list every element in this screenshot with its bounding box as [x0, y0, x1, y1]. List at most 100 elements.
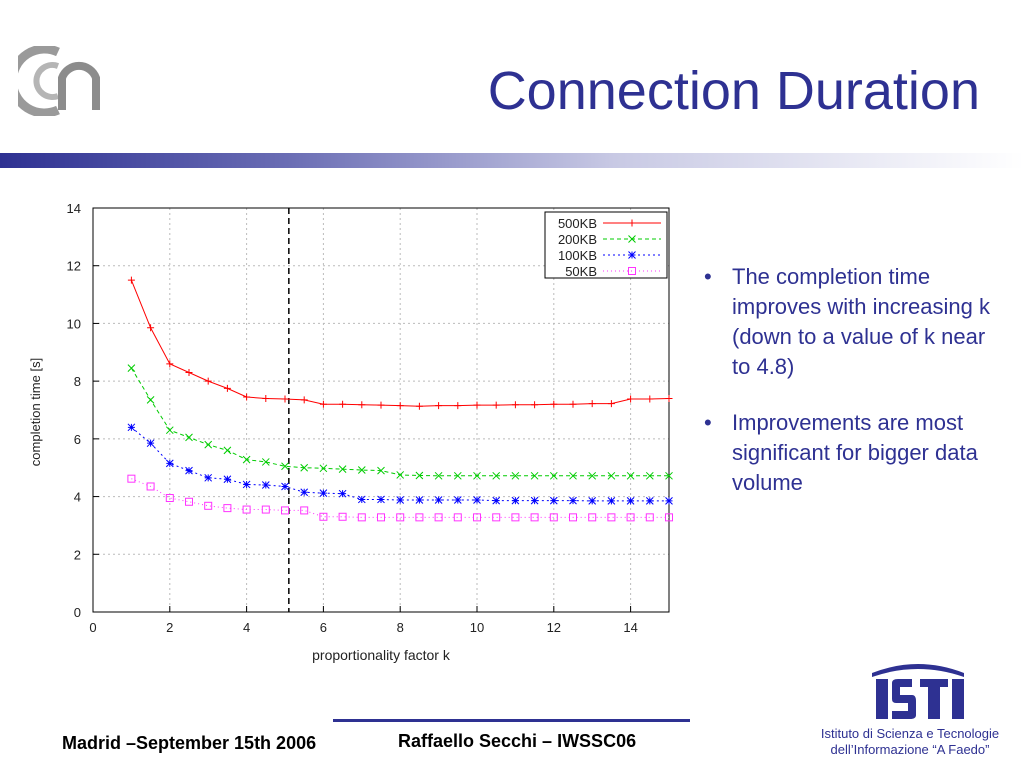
data-point — [628, 267, 636, 275]
footer-date: Madrid –September 15th 2006 — [62, 733, 317, 753]
data-point — [511, 513, 520, 522]
data-point — [185, 433, 193, 442]
data-point — [261, 481, 270, 489]
series-100KB — [127, 423, 673, 505]
x-tick-label: 14 — [623, 620, 637, 635]
data-point — [415, 402, 423, 410]
data-point — [319, 400, 327, 408]
bullet-dot: • — [704, 410, 712, 435]
y-tick-label: 12 — [67, 259, 81, 274]
data-point — [204, 473, 213, 482]
data-point — [645, 497, 654, 505]
data-point — [377, 495, 385, 504]
data-point — [166, 360, 174, 368]
data-point — [473, 401, 481, 409]
bullet-text: The completion time improves with increa… — [732, 264, 990, 379]
data-point — [223, 446, 232, 455]
data-point — [127, 364, 136, 373]
data-point — [396, 513, 405, 522]
data-point — [588, 513, 597, 522]
series-50KB — [127, 474, 673, 522]
data-point — [300, 463, 309, 472]
line-chart: 0 2 4 6 8 10 12 14 0 2 4 6 8 10 12 14 500KB200KB100KB50… — [28, 201, 673, 663]
data-point — [492, 401, 500, 409]
data-point — [165, 426, 174, 435]
data-point — [453, 513, 462, 522]
data-point — [549, 471, 558, 480]
series — [127, 276, 673, 522]
bullet-text: Improvements are most significant for bi… — [732, 410, 978, 495]
data-point — [146, 482, 155, 491]
data-point — [147, 324, 155, 332]
data-point — [146, 439, 155, 448]
data-point — [434, 513, 443, 522]
series-500KB — [127, 276, 673, 410]
data-point — [628, 235, 636, 243]
data-point — [607, 497, 616, 505]
legend-label: 50KB — [565, 264, 597, 279]
footer-rule — [333, 719, 690, 722]
data-point — [530, 496, 539, 505]
data-point — [530, 513, 539, 522]
x-tick-label: 8 — [397, 620, 404, 635]
data-point — [454, 402, 462, 410]
data-point — [223, 384, 231, 392]
data-point — [377, 466, 385, 475]
data-point — [588, 471, 597, 480]
data-point — [492, 513, 501, 522]
data-point — [473, 496, 481, 504]
data-point — [434, 496, 443, 504]
y-tick-label: 4 — [74, 490, 81, 505]
data-point — [377, 513, 385, 522]
y-axis-label: completion time [s] — [28, 358, 43, 466]
data-point — [627, 395, 635, 403]
data-point — [415, 513, 424, 522]
data-point — [396, 402, 404, 410]
x-tick-label: 6 — [320, 620, 327, 635]
data-point — [165, 494, 174, 503]
isti-logo — [872, 664, 964, 719]
data-point — [223, 504, 232, 513]
data-point — [300, 396, 308, 404]
institute-line-1: Istituto di Scienza e Tecnologie — [820, 726, 1000, 741]
x-tick-label: 0 — [89, 620, 96, 635]
data-point — [435, 402, 443, 410]
data-point — [453, 496, 462, 504]
data-point — [511, 496, 520, 505]
data-point — [165, 459, 174, 468]
data-point — [242, 455, 251, 464]
data-point — [628, 219, 636, 227]
data-point — [281, 482, 289, 491]
y-tick-label: 10 — [67, 316, 81, 331]
data-point — [204, 440, 213, 449]
data-point — [338, 512, 347, 521]
data-point — [127, 474, 136, 483]
x-axis-label: proportionality factor k — [312, 647, 451, 663]
data-point — [319, 464, 328, 473]
legend-label: 100KB — [558, 248, 597, 263]
data-point — [511, 471, 520, 480]
series-200KB — [127, 364, 673, 480]
plot-frame — [92, 207, 670, 613]
data-point — [243, 393, 251, 401]
data-point — [473, 471, 481, 480]
data-point — [607, 513, 616, 522]
data-point — [300, 506, 309, 515]
data-point — [281, 395, 289, 403]
data-point — [242, 480, 251, 489]
data-point — [338, 489, 347, 498]
data-point — [396, 496, 405, 504]
data-point — [127, 276, 135, 284]
x-tick-label: 12 — [547, 620, 561, 635]
institute-line-2: dell’Informazione “A Faedo” — [830, 742, 990, 757]
data-point — [223, 475, 232, 484]
bullet-list: • The completion time improves with incre… — [700, 262, 990, 524]
data-point — [665, 394, 673, 402]
data-point — [511, 401, 519, 409]
data-point — [204, 501, 213, 510]
data-point — [146, 396, 155, 404]
footer-author: Raffaello Secchi – IWSSC06 — [398, 731, 637, 751]
data-point — [646, 395, 654, 403]
data-point — [665, 513, 673, 522]
